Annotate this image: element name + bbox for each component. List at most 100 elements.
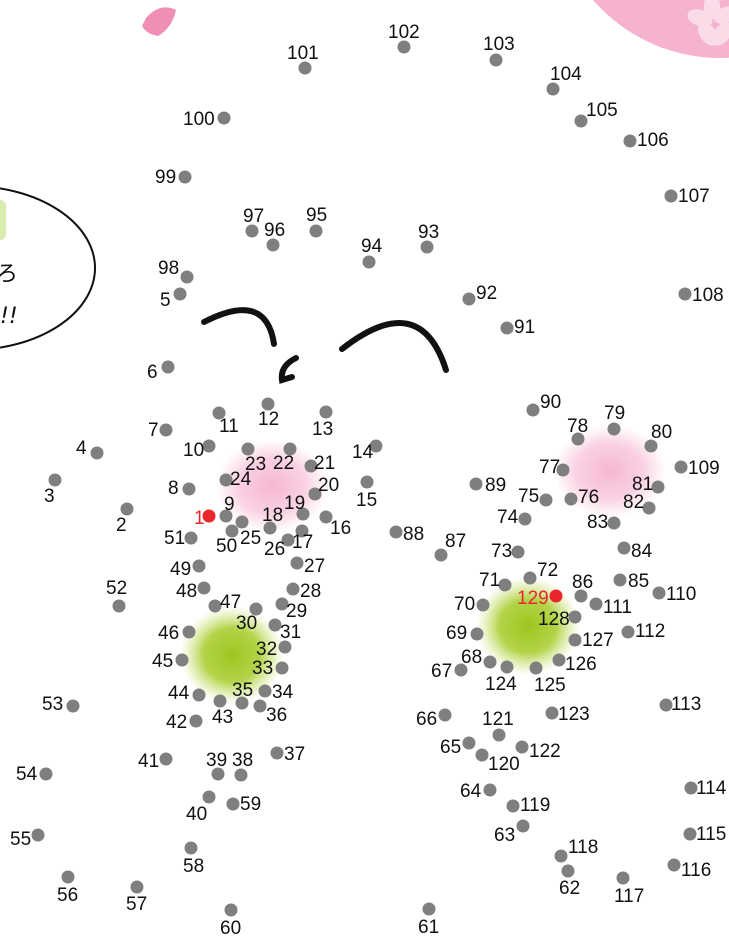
dot-number-label: 54 bbox=[16, 764, 38, 785]
dot-number-label: 90 bbox=[540, 392, 561, 413]
dot-number-label: 30 bbox=[236, 613, 257, 634]
dot-marker bbox=[308, 487, 322, 501]
dot-number-label: 14 bbox=[352, 442, 374, 463]
dot-marker bbox=[112, 599, 126, 613]
dot-number-label: 108 bbox=[692, 285, 724, 306]
dot-marker bbox=[511, 545, 525, 559]
dot-number-label: 82 bbox=[623, 492, 644, 513]
dot-marker bbox=[454, 663, 468, 677]
dot-marker bbox=[683, 827, 697, 841]
dot-marker bbox=[219, 509, 233, 523]
dot-number-label: 45 bbox=[152, 651, 173, 672]
dot-number-label: 80 bbox=[651, 422, 672, 443]
dot-number-label: 66 bbox=[416, 709, 437, 730]
dot-number-label: 19 bbox=[284, 493, 305, 514]
dot-marker bbox=[304, 459, 318, 473]
dot-marker bbox=[120, 502, 134, 516]
dot-number-label: 122 bbox=[529, 741, 561, 762]
dot-number-label: 15 bbox=[356, 490, 377, 511]
left-green-blush bbox=[180, 606, 284, 704]
dot-number-label: 70 bbox=[454, 594, 475, 615]
dot-number-label: 79 bbox=[604, 403, 625, 424]
dot-number-label: 65 bbox=[440, 737, 461, 758]
dot-marker bbox=[546, 82, 560, 96]
dot-number-label: 110 bbox=[666, 584, 696, 605]
dot-number-label: 8 bbox=[168, 478, 179, 499]
dot-number-label: 91 bbox=[514, 317, 535, 338]
dot-number-label: 26 bbox=[264, 539, 285, 560]
dot-number-label: 97 bbox=[243, 206, 264, 227]
dot-number-label: 102 bbox=[388, 22, 420, 43]
dot-marker bbox=[234, 768, 248, 782]
dot-marker bbox=[617, 541, 631, 555]
dot-number-label: 25 bbox=[240, 528, 261, 549]
dot-number-label: 55 bbox=[10, 829, 31, 850]
dot-marker bbox=[275, 597, 289, 611]
dot-number-label: 12 bbox=[258, 409, 279, 430]
dot-marker bbox=[568, 633, 582, 647]
dot-marker bbox=[564, 492, 578, 506]
dot-number-label: 57 bbox=[126, 894, 147, 915]
dot-marker bbox=[674, 460, 688, 474]
dot-number-label: 72 bbox=[537, 560, 558, 581]
dot-marker bbox=[245, 224, 259, 238]
dot-marker bbox=[397, 40, 411, 54]
sakura-petal-icon bbox=[142, 7, 176, 37]
dot-number-label: 87 bbox=[445, 531, 466, 552]
dot-number-label: 74 bbox=[497, 507, 519, 528]
dot-number-label: 118 bbox=[568, 837, 598, 858]
dot-marker bbox=[389, 525, 403, 539]
dot-marker bbox=[178, 170, 192, 184]
dot-number-label: 129 bbox=[517, 588, 549, 609]
dot-marker bbox=[470, 627, 484, 641]
dot-marker bbox=[202, 439, 216, 453]
dot-marker bbox=[266, 238, 280, 252]
end-dot bbox=[549, 589, 563, 603]
dot-marker bbox=[552, 653, 566, 667]
dot-number-label: 36 bbox=[266, 705, 287, 726]
dot-number-label: 58 bbox=[183, 856, 204, 877]
dot-marker bbox=[281, 533, 295, 547]
dot-number-label: 95 bbox=[306, 205, 327, 226]
mouth-stroke bbox=[278, 355, 299, 384]
dot-number-label: 73 bbox=[491, 541, 512, 562]
dot-number-label: 83 bbox=[587, 512, 608, 533]
dot-marker bbox=[182, 482, 196, 496]
dot-number-label: 10 bbox=[183, 440, 204, 461]
dot-marker bbox=[515, 740, 529, 754]
dot-number-label: 22 bbox=[273, 453, 294, 474]
dot-marker bbox=[261, 397, 275, 411]
dot-marker bbox=[529, 661, 543, 675]
dot-marker bbox=[422, 902, 436, 916]
dot-number-label: 128 bbox=[538, 609, 570, 630]
dot-marker bbox=[192, 559, 206, 573]
dot-number-label: 112 bbox=[635, 621, 665, 642]
dot-marker bbox=[462, 292, 476, 306]
dot-marker bbox=[184, 531, 198, 545]
dot-marker bbox=[283, 442, 297, 456]
dot-marker bbox=[360, 475, 374, 489]
dot-number-label: 99 bbox=[155, 167, 176, 188]
dot-number-label: 64 bbox=[460, 781, 482, 802]
dot-marker bbox=[434, 548, 448, 562]
dot-marker bbox=[224, 903, 238, 917]
dot-marker bbox=[173, 287, 187, 301]
dot-number-label: 88 bbox=[403, 524, 424, 545]
dot-marker bbox=[298, 61, 312, 75]
dot-marker bbox=[613, 573, 627, 587]
dot-number-label: 43 bbox=[212, 707, 233, 728]
left-eye-stroke bbox=[201, 307, 277, 347]
dot-number-label: 113 bbox=[671, 694, 701, 715]
dot-number-label: 75 bbox=[518, 486, 539, 507]
dot-number-label: 21 bbox=[314, 453, 335, 474]
dot-marker bbox=[213, 694, 227, 708]
dot-marker bbox=[61, 870, 75, 884]
dot-number-label: 6 bbox=[147, 362, 158, 383]
dot-marker bbox=[539, 493, 553, 507]
dot-number-label: 51 bbox=[164, 528, 185, 549]
dot-marker bbox=[526, 403, 540, 417]
dot-marker bbox=[296, 507, 310, 521]
dot-marker bbox=[469, 477, 483, 491]
dot-number-label: 16 bbox=[330, 518, 351, 539]
dot-marker bbox=[253, 699, 267, 713]
